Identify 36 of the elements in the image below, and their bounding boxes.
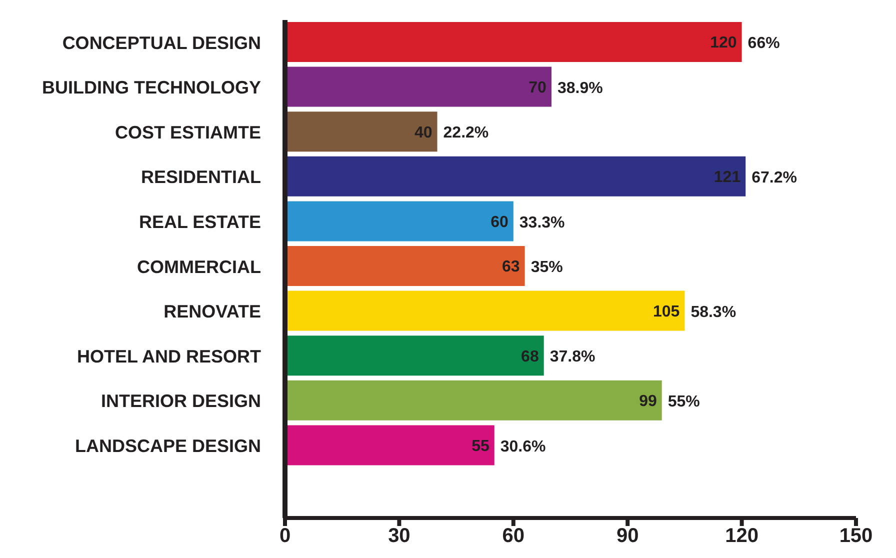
data-label: 105	[652, 303, 680, 320]
data-label: 40	[414, 124, 432, 142]
y-tick-label: REAL ESTATE	[138, 212, 261, 232]
y-tick-label: HOTEL AND RESORT	[76, 346, 261, 366]
y-tick-label: INTERIOR DESIGN	[100, 391, 261, 412]
x-tick-label: 90	[616, 525, 639, 548]
annotation: 55%	[668, 393, 700, 410]
x-tick-label: 150	[839, 525, 873, 548]
data-label: 121	[714, 169, 741, 186]
data-label: 70	[528, 79, 547, 96]
annotation: 22.2%	[443, 124, 489, 142]
y-tick-label: COMMERCIAL	[137, 256, 261, 277]
x-tick-label: 0	[279, 525, 291, 548]
annotation: 67.2%	[752, 169, 797, 186]
annotation: 30.6%	[500, 438, 546, 456]
data-label: 63	[502, 258, 520, 276]
x-tick-label: 30	[388, 525, 410, 548]
x-tick-label: 120	[725, 525, 758, 548]
y-tick-label: LANDSCAPE DESIGN	[74, 436, 261, 456]
annotation: 33.3%	[519, 214, 565, 232]
y-tick-label: RESIDENTIAL	[140, 167, 261, 188]
x-tick-label: 60	[502, 525, 525, 548]
data-label: 99	[639, 393, 657, 410]
annotation: 58.3%	[690, 304, 736, 321]
data-label: 120	[710, 34, 737, 52]
y-tick-label: RENOVATE	[164, 302, 261, 322]
annotation: 35%	[530, 259, 563, 276]
annotation: 38.9%	[557, 80, 603, 97]
data-label: 68	[521, 348, 539, 366]
data-label: 55	[472, 438, 490, 455]
annotation: 66%	[748, 35, 780, 52]
annotation: 37.8%	[550, 348, 596, 366]
y-tick-label: CONCEPTUAL DESIGN	[62, 32, 261, 53]
y-tick-label: COST ESTIAMTE	[114, 122, 261, 142]
data-label: 60	[490, 214, 508, 231]
y-tick-label: BUILDING TECHNOLOGY	[42, 78, 261, 98]
